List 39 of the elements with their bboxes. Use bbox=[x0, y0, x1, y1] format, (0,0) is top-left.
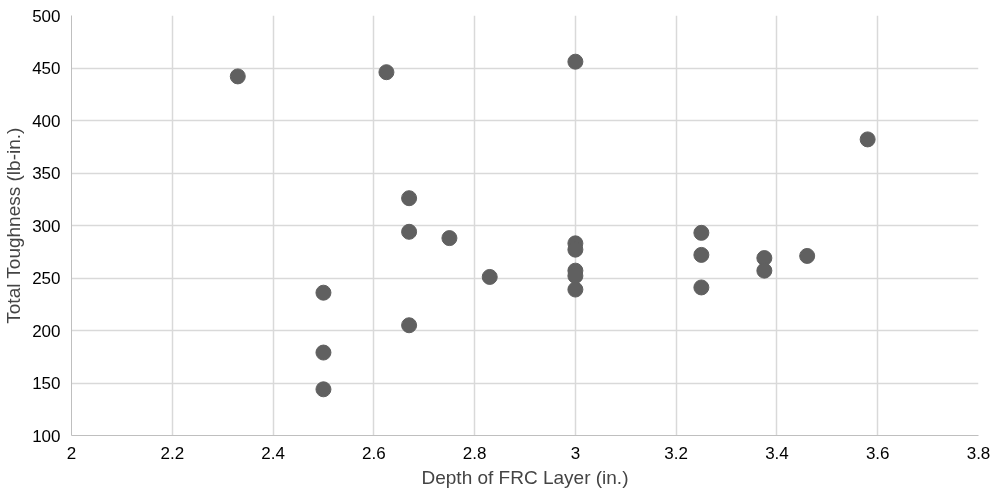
point bbox=[315, 284, 332, 301]
point bbox=[401, 190, 418, 207]
x-tick-label: 2 bbox=[66, 443, 77, 463]
point bbox=[441, 230, 458, 247]
x-tick-label: 2.6 bbox=[362, 443, 386, 463]
point bbox=[481, 268, 498, 285]
x-tick-label: 3.8 bbox=[966, 443, 991, 463]
point bbox=[401, 223, 418, 240]
point bbox=[315, 381, 332, 398]
point bbox=[693, 279, 710, 296]
x-tick-label: 3.2 bbox=[664, 443, 688, 463]
x-tick-label: 2.8 bbox=[462, 443, 487, 463]
y-tick-label: 250 bbox=[32, 269, 61, 288]
point bbox=[378, 64, 395, 81]
y-tick-label: 150 bbox=[32, 374, 61, 393]
point bbox=[693, 246, 710, 263]
y-tick-label: 200 bbox=[32, 321, 61, 341]
y-tick-label: 450 bbox=[32, 59, 61, 78]
y-tick-label: 100 bbox=[32, 426, 61, 446]
y-tick-label: 500 bbox=[32, 6, 61, 26]
point bbox=[315, 344, 332, 361]
x-tick-label: 3 bbox=[570, 443, 581, 463]
point bbox=[567, 281, 584, 298]
point bbox=[567, 53, 584, 70]
y-axis-title: Total Toughness (lb-in.) bbox=[3, 127, 25, 324]
y-tick-label: 400 bbox=[32, 111, 61, 131]
point bbox=[799, 247, 816, 264]
x-tick-label: 2.2 bbox=[160, 443, 185, 463]
x-axis-title: Depth of FRC Layer (in.) bbox=[421, 466, 629, 488]
point bbox=[401, 317, 418, 334]
y-tick-label: 300 bbox=[32, 216, 61, 236]
point bbox=[229, 68, 246, 85]
x-tick-label: 3.4 bbox=[765, 443, 789, 463]
x-tick-label: 3.6 bbox=[865, 443, 890, 463]
point bbox=[859, 131, 876, 148]
point bbox=[756, 262, 773, 279]
point bbox=[693, 224, 710, 241]
y-tick-label: 350 bbox=[32, 164, 61, 183]
x-tick-label: 2.4 bbox=[261, 443, 285, 463]
